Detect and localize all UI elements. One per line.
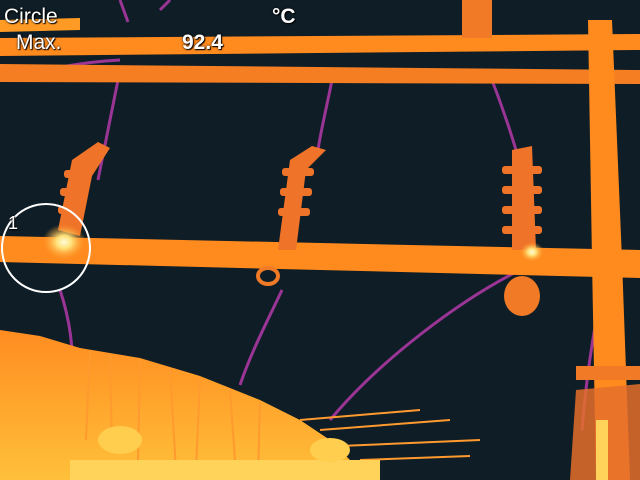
middle-cross-beam xyxy=(0,236,640,278)
ground-object-2 xyxy=(310,438,350,462)
cable-loop xyxy=(256,266,280,286)
top-beam-stub xyxy=(0,18,80,32)
ground-equipment xyxy=(70,460,380,480)
hotspot-main xyxy=(42,224,86,260)
right-crossbar xyxy=(576,366,640,380)
hotspot-secondary xyxy=(520,242,544,262)
measurement-circle[interactable] xyxy=(1,203,91,293)
measurement-marker-index: 1 xyxy=(8,213,19,233)
ground-vegetation xyxy=(0,330,380,480)
max-temperature-value: 92.4 xyxy=(182,31,223,54)
top-post xyxy=(462,0,492,38)
temperature-unit: °C xyxy=(272,5,296,28)
measure-mode-label: Circle xyxy=(4,5,58,28)
ground-object-1 xyxy=(98,426,142,454)
right-ground-highlight xyxy=(596,420,608,480)
top-beam-1 xyxy=(0,34,640,56)
measure-stat-label: Max. xyxy=(16,31,62,54)
top-beam-2 xyxy=(0,64,640,84)
clamp-fitting xyxy=(504,276,540,316)
